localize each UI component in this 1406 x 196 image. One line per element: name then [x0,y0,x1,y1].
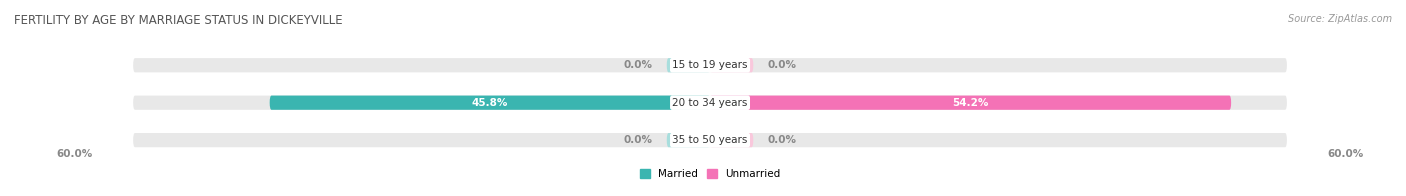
FancyBboxPatch shape [710,96,1232,110]
FancyBboxPatch shape [134,96,1286,110]
FancyBboxPatch shape [134,133,1286,147]
Legend: Married, Unmarried: Married, Unmarried [636,165,785,183]
Text: 20 to 34 years: 20 to 34 years [672,98,748,108]
Text: 45.8%: 45.8% [471,98,508,108]
FancyBboxPatch shape [710,133,754,147]
Text: 0.0%: 0.0% [768,135,797,145]
Text: FERTILITY BY AGE BY MARRIAGE STATUS IN DICKEYVILLE: FERTILITY BY AGE BY MARRIAGE STATUS IN D… [14,14,343,27]
FancyBboxPatch shape [270,96,710,110]
Text: 0.0%: 0.0% [623,135,652,145]
Text: Source: ZipAtlas.com: Source: ZipAtlas.com [1288,14,1392,24]
Text: 15 to 19 years: 15 to 19 years [672,60,748,70]
Text: 60.0%: 60.0% [56,149,93,159]
FancyBboxPatch shape [710,58,754,72]
Text: 0.0%: 0.0% [768,60,797,70]
Text: 54.2%: 54.2% [952,98,988,108]
Text: 0.0%: 0.0% [623,60,652,70]
FancyBboxPatch shape [666,133,710,147]
Text: 60.0%: 60.0% [1327,149,1364,159]
Text: 35 to 50 years: 35 to 50 years [672,135,748,145]
FancyBboxPatch shape [666,58,710,72]
FancyBboxPatch shape [134,58,1286,72]
